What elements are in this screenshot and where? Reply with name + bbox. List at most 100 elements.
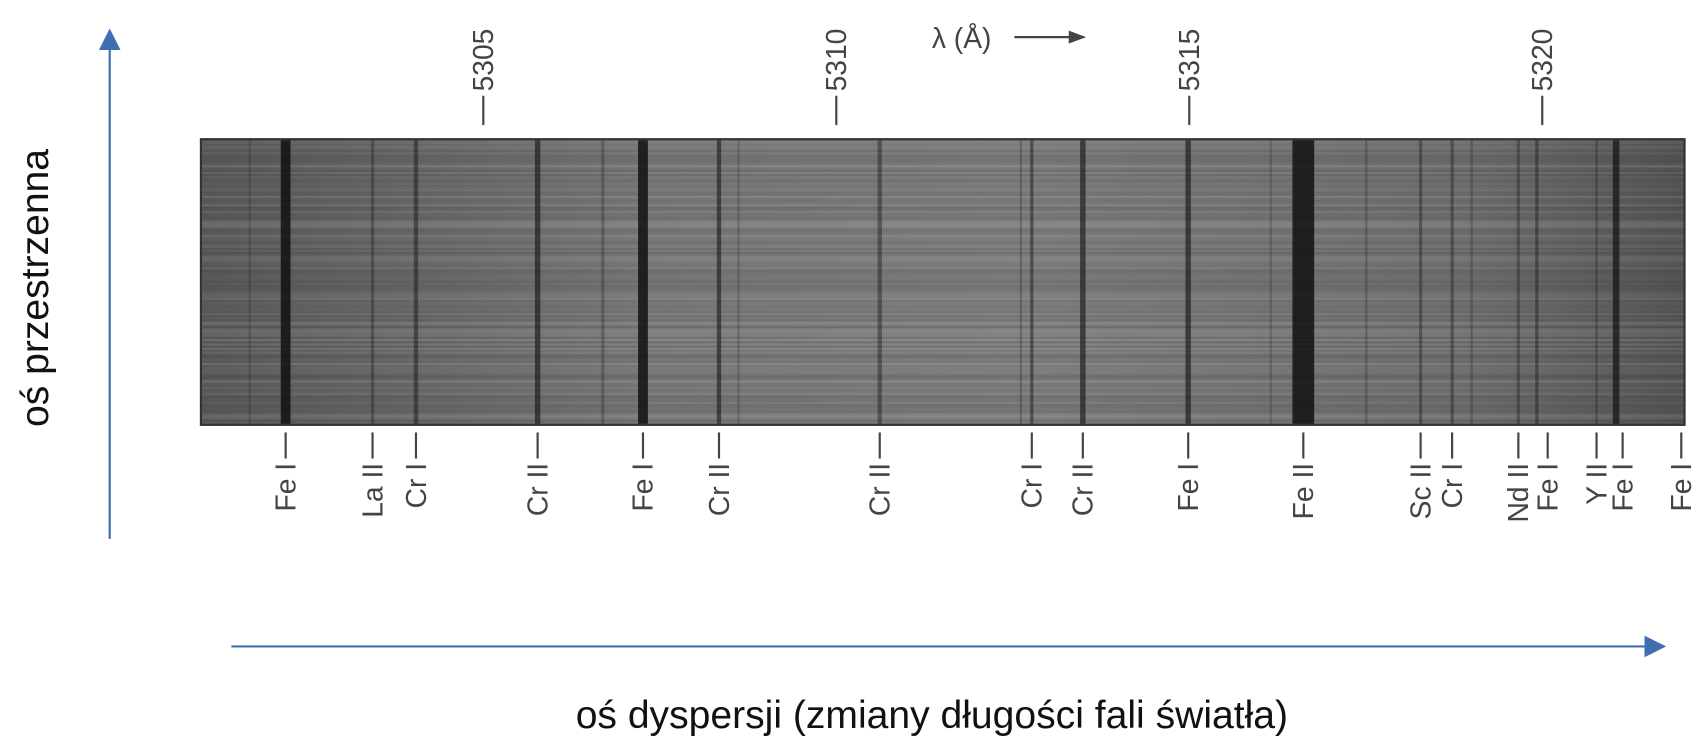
streak: [202, 213, 1684, 216]
streak: [202, 304, 1683, 306]
streak: [202, 169, 1684, 172]
streak: [202, 208, 1684, 211]
streak: [202, 154, 1684, 157]
vertical-axis-label: oś przestrzenna: [14, 149, 57, 427]
streak: [202, 380, 1684, 383]
streak: [202, 185, 1683, 187]
streak: [202, 183, 1683, 185]
spectral-line: [1185, 140, 1191, 424]
wavelength-tick-label: 5320: [1526, 29, 1558, 92]
streak: [202, 210, 1684, 214]
streak: [202, 384, 1684, 387]
spectral-line: [716, 140, 722, 424]
streak: [202, 165, 1684, 168]
streak: [202, 406, 1684, 409]
streak: [202, 356, 1684, 359]
line-label: Fe I: [269, 463, 301, 512]
line-label: Cr II: [1067, 463, 1099, 516]
line-label: Cr I: [400, 463, 432, 508]
spectral-line: [1019, 140, 1023, 424]
spectral-line: [248, 140, 251, 424]
streak: [202, 276, 1683, 278]
line-label: Fe II: [1287, 463, 1319, 519]
horizontal-axis-label: oś dyspersji (zmiany długości fali świat…: [576, 694, 1288, 737]
wavelength-tick-label: 5305: [467, 29, 499, 92]
spectrum-image: [199, 138, 1686, 426]
streak: [202, 367, 1683, 369]
streak: [202, 415, 1684, 418]
streak: [202, 410, 1684, 413]
streak: [202, 233, 1683, 235]
streak: [202, 241, 1684, 244]
line-label: Fe I: [1665, 463, 1697, 512]
streak: [202, 328, 1684, 331]
streak: [202, 302, 1683, 304]
streak: [202, 163, 1683, 165]
spectral-line: [1080, 140, 1086, 424]
streak: [202, 171, 1684, 174]
streak: [202, 223, 1684, 227]
streak: [202, 354, 1684, 357]
streak: [202, 261, 1683, 263]
streak: [202, 341, 1684, 344]
streak: [202, 239, 1683, 241]
streak: [202, 280, 1684, 283]
streak: [202, 265, 1683, 267]
streak: [202, 245, 1684, 248]
spectrum-band: [199, 138, 1686, 426]
streak: [202, 310, 1684, 313]
streak: [202, 399, 1684, 403]
streak: [202, 347, 1684, 350]
line-label: Fe I: [1531, 463, 1563, 512]
spectral-line: [280, 140, 291, 424]
spectral-line: [370, 140, 375, 424]
streak: [202, 319, 1684, 322]
streak: [202, 315, 1684, 318]
spectral-line: [1516, 140, 1520, 424]
spectral-line: [1269, 140, 1272, 424]
streak: [202, 306, 1683, 308]
line-label: Y II: [1580, 463, 1612, 505]
streak: [202, 237, 1683, 239]
spectral-line: [877, 140, 882, 424]
spectral-line: [601, 140, 605, 424]
streak: [202, 254, 1683, 256]
streak: [202, 359, 1683, 361]
line-label: Cr II: [864, 463, 896, 516]
spectral-line: [413, 140, 419, 424]
streak: [202, 393, 1684, 396]
streak: [202, 271, 1684, 274]
streak: [202, 263, 1683, 265]
streak: [202, 362, 1684, 366]
streak: [202, 228, 1684, 231]
streak: [202, 158, 1684, 161]
streak: [202, 200, 1684, 203]
streak: [202, 145, 1684, 148]
streak: [202, 256, 1684, 259]
streak: [202, 176, 1683, 178]
streak: [202, 191, 1684, 194]
streak: [202, 321, 1684, 324]
streak: [202, 373, 1684, 376]
streak: [202, 293, 1684, 296]
streak: [202, 389, 1683, 391]
streak: [202, 180, 1684, 183]
streak: [202, 402, 1683, 404]
wavelength-tick-label: 5315: [1173, 29, 1205, 92]
streak: [202, 330, 1684, 333]
streak: [202, 332, 1684, 335]
streak: [202, 422, 1683, 424]
line-label: Cr I: [1436, 463, 1468, 508]
line-label: Fe I: [1606, 463, 1638, 512]
line-label: La II: [356, 463, 388, 518]
streak: [202, 365, 1683, 367]
streak: [202, 404, 1684, 407]
streak: [202, 144, 1683, 146]
streak: [202, 300, 1683, 302]
streak: [202, 220, 1683, 222]
streak: [202, 198, 1683, 200]
streak: [202, 150, 1684, 153]
streak: [202, 167, 1683, 169]
streak: [202, 395, 1684, 398]
streak: [202, 413, 1683, 415]
